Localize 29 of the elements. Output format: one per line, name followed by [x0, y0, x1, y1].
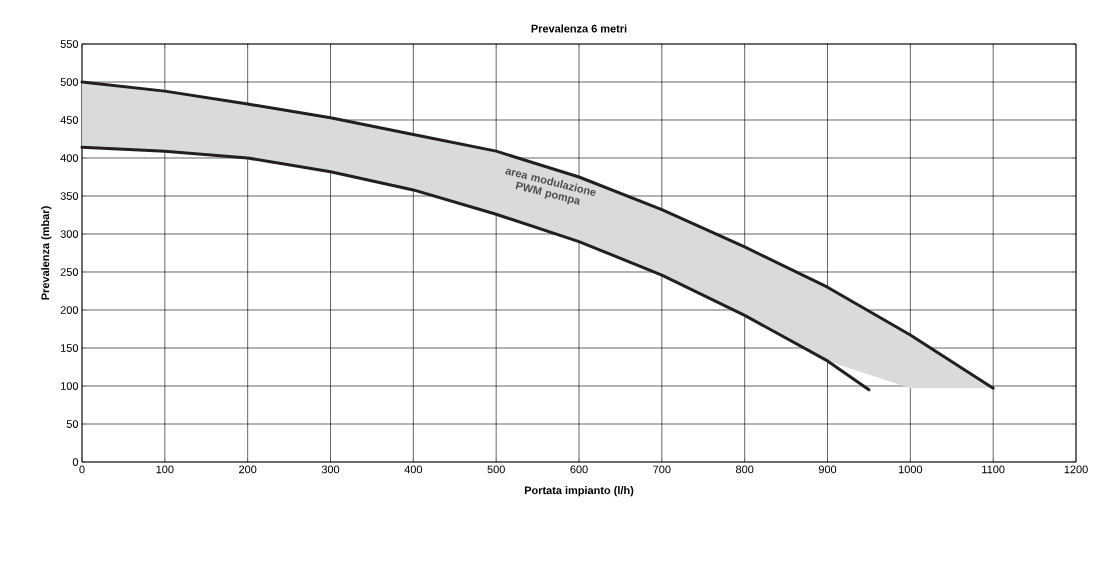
- chart-title: Prevalenza 6 metri: [531, 24, 627, 33]
- y-tick-label: 250: [60, 268, 79, 276]
- x-tick-label: 1100: [982, 465, 1005, 474]
- x-tick-label: 900: [818, 465, 837, 474]
- y-tick-label: 300: [60, 230, 79, 238]
- x-tick-label: 0: [79, 465, 85, 474]
- y-tick-label: 400: [60, 154, 79, 162]
- y-tick-label: 100: [61, 382, 79, 390]
- x-tick-label: 100: [156, 465, 174, 474]
- y-tick-label: 450: [60, 116, 79, 124]
- x-axis-title: Portata impianto (l/h): [524, 486, 634, 497]
- y-tick-label: 50: [66, 420, 79, 428]
- y-tick-label: 200: [60, 306, 79, 314]
- line-series: [80, 145, 871, 392]
- x-tick-label: 700: [653, 465, 671, 474]
- y-tick-label: 350: [60, 192, 79, 200]
- y-tick-label: 500: [60, 78, 79, 86]
- x-tick-label: 200: [239, 465, 257, 474]
- y-tick-label: 150: [61, 344, 79, 352]
- y-tick-label: 0: [72, 458, 79, 466]
- y-axis-title: Prevalenza (mbar): [41, 206, 52, 300]
- x-tick-label: 600: [570, 465, 588, 474]
- y-tick-label: 550: [60, 40, 79, 48]
- x-tick-label: 500: [487, 465, 505, 474]
- x-tick-label: 300: [321, 465, 340, 474]
- x-tick-label: 400: [404, 465, 423, 474]
- x-tick-label: 800: [736, 465, 754, 474]
- x-tick-label: 1000: [898, 465, 923, 474]
- x-tick-label: 1200: [1064, 465, 1088, 474]
